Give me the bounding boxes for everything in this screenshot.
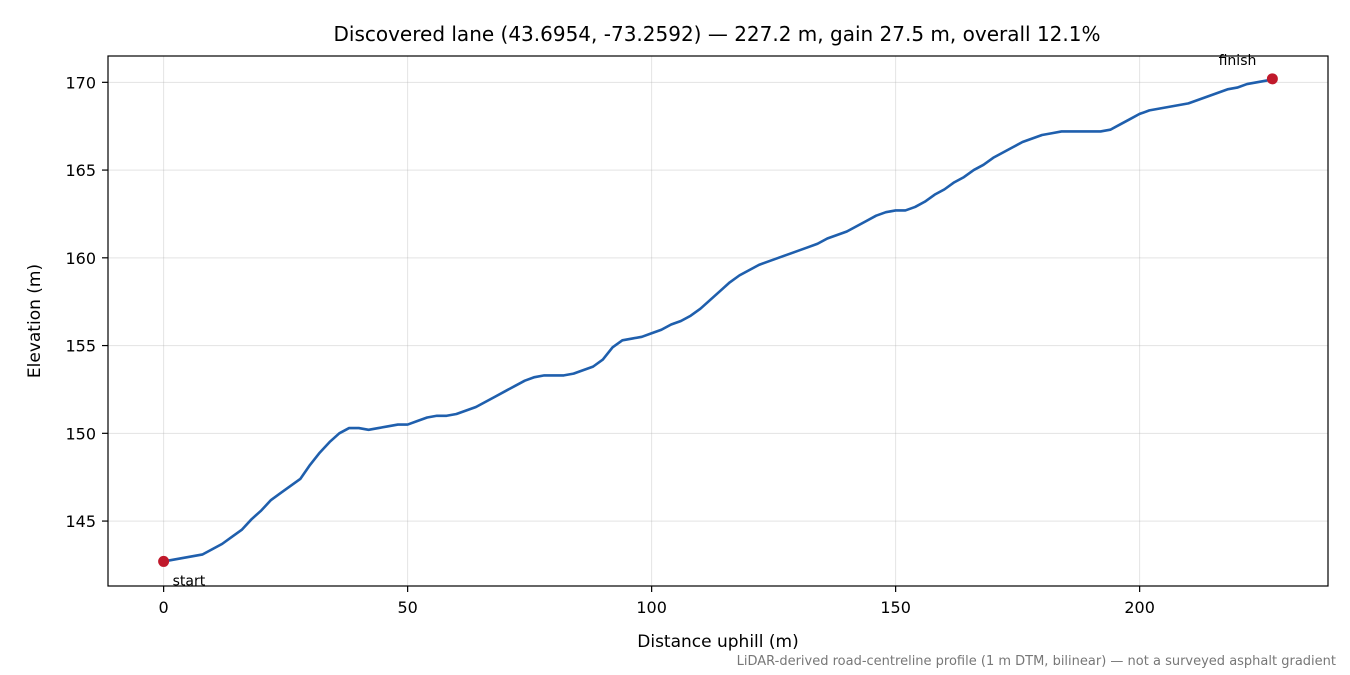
x-tick-label: 100 [636, 598, 667, 617]
annotation-layer: start finish [158, 53, 1278, 589]
chart-title: Discovered lane (43.6954, -73.2592) — 22… [333, 22, 1100, 46]
grid-lines [108, 56, 1328, 586]
series-layer [162, 77, 1274, 563]
y-tick-label: 165 [65, 161, 96, 180]
start-label: start [173, 573, 206, 589]
y-tick-label: 150 [65, 424, 96, 443]
y-tick-label: 145 [65, 512, 96, 531]
x-tick-label: 50 [397, 598, 417, 617]
y-tick-label: 155 [65, 337, 96, 356]
plot-frame [107, 55, 1329, 587]
y-tick-label: 160 [65, 249, 96, 268]
footnote: LiDAR-derived road-centreline profile (1… [737, 654, 1336, 669]
x-axis-label: Distance uphill (m) [637, 632, 798, 652]
start-marker [158, 555, 170, 567]
x-tick-label: 150 [880, 598, 911, 617]
axis-ticks: 0 50 100 150 200 145 150 155 160 165 170 [65, 73, 1154, 617]
y-tick-label: 170 [65, 73, 96, 92]
y-axis-label: Elevation (m) [25, 264, 45, 378]
x-tick-label: 0 [159, 598, 169, 617]
finish-marker [1266, 73, 1278, 85]
elevation-series-line [162, 77, 1274, 563]
finish-label: finish [1219, 53, 1257, 69]
x-tick-label: 200 [1124, 598, 1155, 617]
